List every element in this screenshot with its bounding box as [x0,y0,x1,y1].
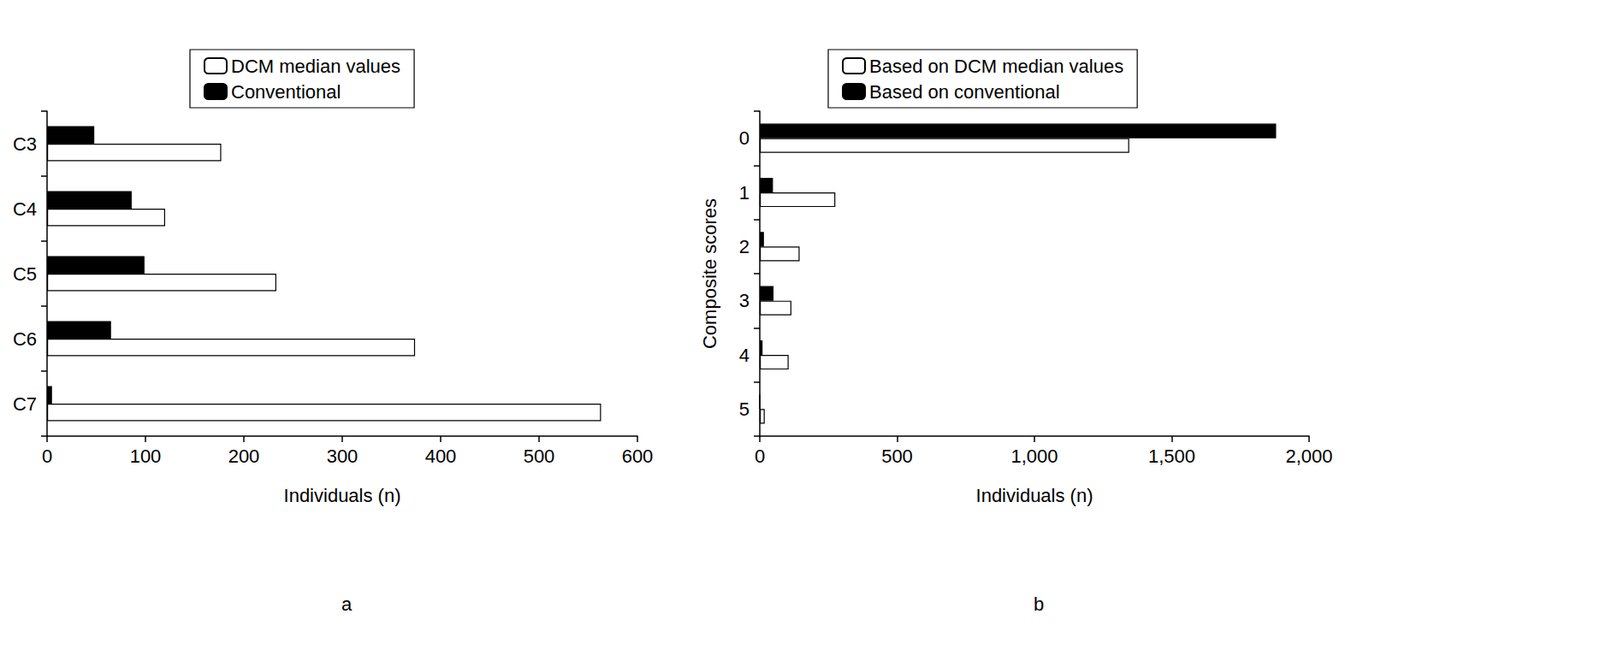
svg-text:b: b [1033,593,1044,616]
svg-text:Based on conventional: Based on conventional [869,81,1061,103]
svg-text:200: 200 [228,445,261,468]
svg-text:C6: C6 [12,328,37,350]
svg-text:600: 600 [622,445,654,468]
svg-text:2: 2 [739,236,750,258]
svg-text:1: 1 [739,182,750,204]
svg-text:5: 5 [739,398,750,421]
svg-text:0: 0 [739,127,750,149]
svg-text:Conventional: Conventional [231,81,341,103]
svg-text:300: 300 [326,445,359,468]
svg-text:2,000: 2,000 [1285,445,1333,468]
svg-text:Individuals (n): Individuals (n) [284,485,402,507]
svg-text:3: 3 [739,290,750,312]
svg-text:C5: C5 [12,263,37,285]
svg-text:1,000: 1,000 [1010,445,1058,468]
svg-text:Individuals (n): Individuals (n) [976,485,1094,507]
svg-text:500: 500 [881,445,913,468]
svg-text:C3: C3 [12,133,37,155]
svg-text:0: 0 [41,445,53,468]
svg-text:500: 500 [523,445,556,468]
svg-text:a: a [341,593,353,616]
svg-text:DCM median values: DCM median values [231,55,401,78]
svg-text:400: 400 [425,445,457,468]
svg-text:4: 4 [739,344,750,367]
svg-text:C4: C4 [12,198,37,220]
svg-text:C7: C7 [12,393,37,415]
svg-text:0: 0 [754,445,765,468]
svg-text:Composite scores: Composite scores [699,198,721,350]
svg-text:Based on DCM median values: Based on DCM median values [869,55,1124,78]
svg-text:100: 100 [130,445,162,468]
svg-text:1,500: 1,500 [1148,445,1196,468]
